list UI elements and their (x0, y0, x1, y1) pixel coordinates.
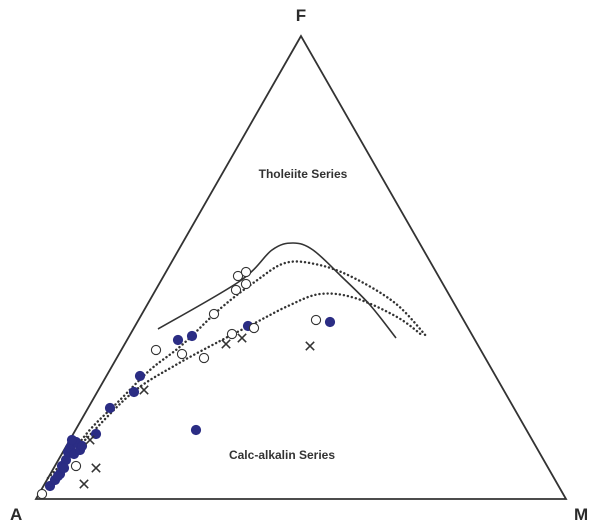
solid-boundary-curve-0 (157, 242, 397, 339)
cross-point (139, 385, 149, 395)
filled-circle-point (104, 402, 116, 414)
open-circle-point (230, 284, 242, 296)
vertex-label-a: A (10, 505, 22, 524)
field-label-tholeiite: Tholeiite Series (259, 167, 348, 181)
field-label-calc-alkalin: Calc-alkalin Series (229, 448, 335, 462)
filled-circle-point (128, 386, 140, 398)
filled-circle-point (76, 440, 88, 452)
vertex-label-f: F (296, 6, 306, 25)
cross-point (79, 479, 89, 489)
filled-circle-point (172, 334, 184, 346)
vertex-label-m: M (574, 505, 588, 524)
open-circle-point (176, 348, 188, 360)
open-circle-point (232, 270, 244, 282)
open-circle-point (198, 352, 210, 364)
open-circle-point (150, 344, 162, 356)
open-circle-point (310, 314, 322, 326)
open-circle-point (240, 278, 252, 290)
dotted-boundary-curve-1 (58, 260, 429, 472)
sample-points (36, 266, 336, 500)
open-circle-point (208, 308, 220, 320)
filled-circle-point (324, 316, 336, 328)
cross-point (305, 341, 315, 351)
filled-circle-point (52, 470, 64, 482)
open-circle-point (226, 328, 238, 340)
filled-circle-point (186, 330, 198, 342)
open-circle-point (36, 488, 48, 500)
cross-point (85, 435, 95, 445)
filled-circle-point (134, 370, 146, 382)
open-circle-point (240, 266, 252, 278)
cross-point (237, 333, 247, 343)
filled-circle-point (66, 434, 78, 446)
cross-point (91, 463, 101, 473)
ternary-triangle-frame (34, 34, 568, 500)
filled-circle-point (58, 462, 70, 474)
open-circle-point (248, 322, 260, 334)
open-circle-point (70, 460, 82, 472)
cross-point (221, 339, 231, 349)
filled-circle-point (190, 424, 202, 436)
